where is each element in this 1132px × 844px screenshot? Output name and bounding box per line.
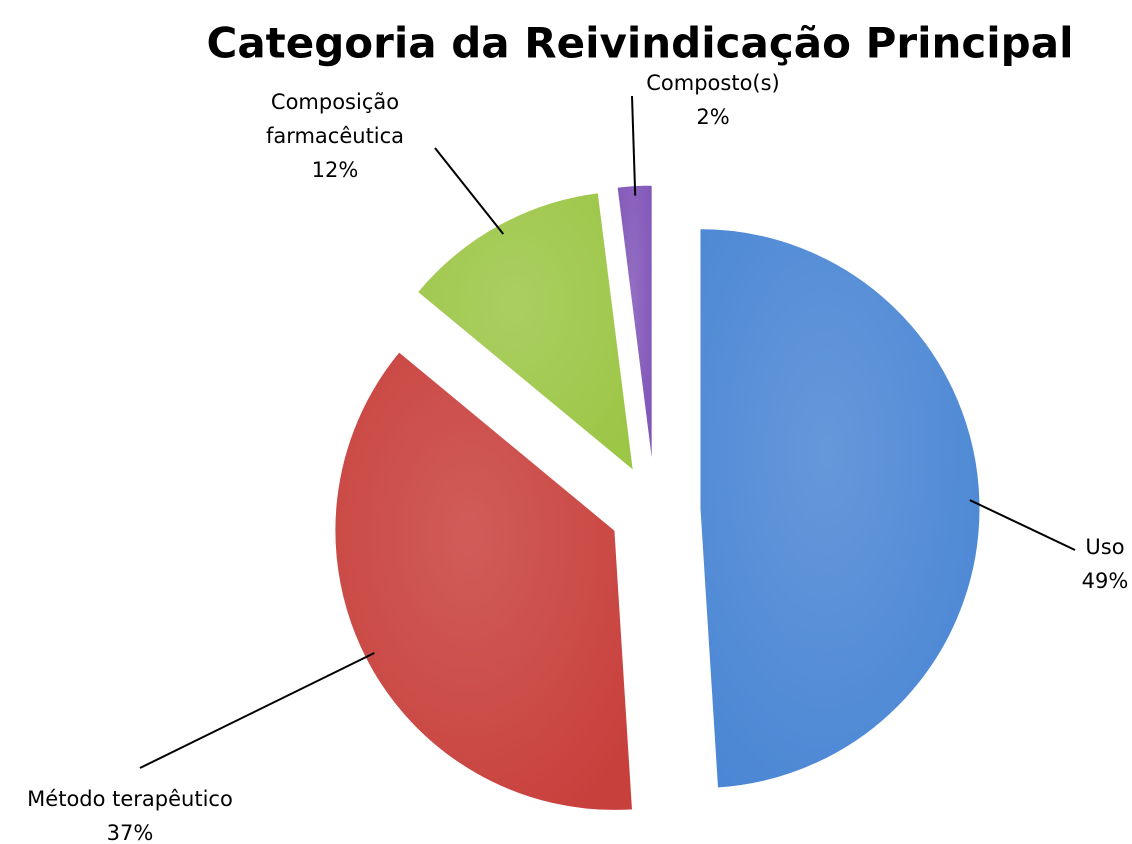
pie-slice [416,192,634,472]
slice-value-label: 12% [312,158,359,182]
chart-title: Categoria da Reivindicação Principal [207,19,1074,68]
slice-label: Método terapêutico [27,787,233,811]
leader-line [139,652,375,769]
slice-value-label: 49% [1082,569,1129,593]
slice-value-label: 2% [696,105,729,129]
slice-label: Composto(s) [646,71,780,95]
leader-line [631,95,637,196]
slice-value-label: 37% [107,821,154,844]
leader-line [434,147,505,235]
slice-label: Uso [1085,535,1124,559]
leader-line [969,499,1076,551]
slice-label: Composição farmacêutica [266,90,404,148]
pie-slice [699,228,981,789]
